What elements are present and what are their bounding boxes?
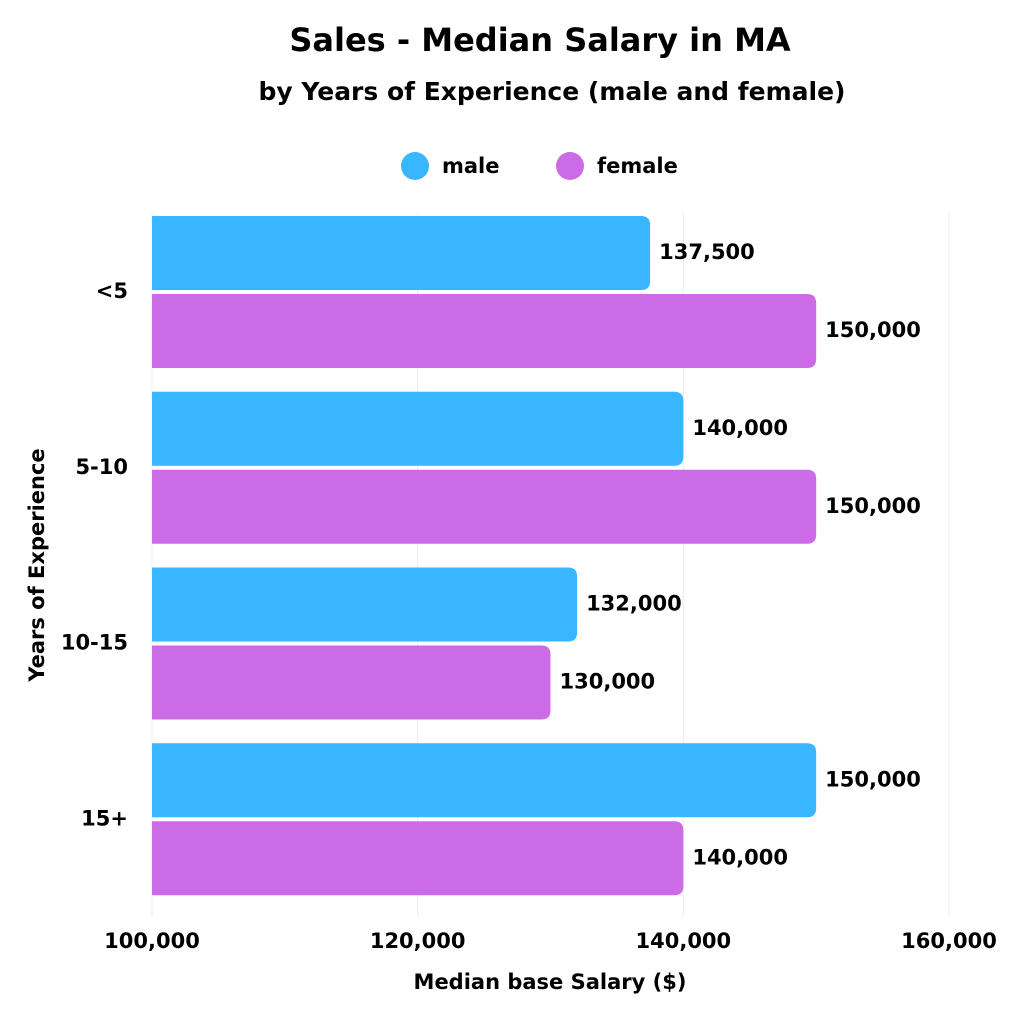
legend-marker bbox=[556, 152, 584, 180]
legend-marker bbox=[401, 152, 429, 180]
x-tick-label: 160,000 bbox=[901, 929, 997, 953]
y-tick-label: 10-15 bbox=[61, 631, 128, 655]
x-tick-label: 140,000 bbox=[636, 929, 732, 953]
value-label: 140,000 bbox=[692, 845, 788, 869]
bar bbox=[152, 391, 684, 466]
bar bbox=[152, 294, 817, 368]
legend-label: female bbox=[597, 154, 678, 178]
bar bbox=[152, 567, 578, 642]
value-label: 137,500 bbox=[659, 240, 755, 264]
chart-title: Sales - Median Salary in MA bbox=[289, 21, 791, 59]
bar bbox=[152, 743, 817, 818]
bar bbox=[152, 645, 551, 720]
x-tick-label: 100,000 bbox=[104, 929, 200, 953]
value-label: 150,000 bbox=[825, 494, 921, 518]
y-tick-label: 15+ bbox=[81, 806, 128, 830]
value-label: 150,000 bbox=[825, 767, 921, 791]
x-axis-title: Median base Salary ($) bbox=[414, 970, 687, 994]
chart-subtitle: by Years of Experience (male and female) bbox=[259, 77, 846, 106]
bar bbox=[152, 821, 684, 896]
y-tick-label: 5-10 bbox=[75, 455, 128, 479]
value-label: 130,000 bbox=[560, 670, 656, 694]
bar bbox=[152, 469, 817, 544]
x-tick-label: 120,000 bbox=[370, 929, 466, 953]
value-label: 140,000 bbox=[692, 416, 788, 440]
y-axis-title: Years of Experience bbox=[25, 448, 49, 682]
value-label: 150,000 bbox=[825, 318, 921, 342]
legend-label: male bbox=[442, 154, 500, 178]
y-tick-label: <5 bbox=[96, 279, 128, 303]
value-label: 132,000 bbox=[586, 592, 682, 616]
bar bbox=[152, 216, 651, 290]
